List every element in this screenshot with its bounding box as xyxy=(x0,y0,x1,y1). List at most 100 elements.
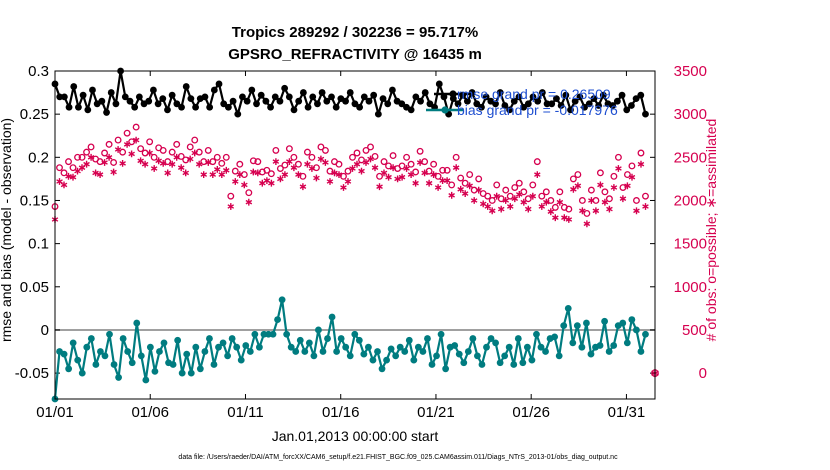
bias-series-line xyxy=(53,298,647,400)
bias-point xyxy=(237,356,245,364)
possible-obs-marker xyxy=(592,197,600,204)
assimilated-obs-marker xyxy=(398,173,406,181)
possible-obs-marker xyxy=(146,138,154,146)
y-tick-label: 0.3 xyxy=(28,63,49,80)
rmse-point xyxy=(257,91,265,99)
rmse-point xyxy=(585,100,593,108)
rmse-point xyxy=(478,103,485,111)
assimilated-obs-marker xyxy=(588,197,595,204)
assimilated-obs-marker xyxy=(403,165,410,172)
rmse-point xyxy=(56,93,64,101)
bias-point xyxy=(632,326,640,334)
assimilated-obs-marker xyxy=(227,203,235,210)
y2-tick-label: 0 xyxy=(699,365,707,382)
possible-obs-marker xyxy=(344,167,352,175)
bias-point xyxy=(578,343,586,351)
bias-point xyxy=(333,348,341,355)
bias-point xyxy=(187,369,195,377)
assimilated-obs-marker xyxy=(574,182,582,190)
rmse-point xyxy=(318,89,326,96)
rmse-point xyxy=(510,97,518,105)
possible-obs-marker xyxy=(367,143,374,151)
bias-point xyxy=(483,343,490,351)
y-tick-label: 0.15 xyxy=(20,192,49,209)
assimilated-obs-marker xyxy=(159,160,167,167)
possible-obs-marker xyxy=(353,149,361,157)
assimilated-obs-marker xyxy=(204,159,212,166)
bias-point xyxy=(78,369,86,377)
rmse-point xyxy=(581,103,588,111)
possible-obs-marker xyxy=(628,162,636,170)
rmse-point xyxy=(463,97,471,105)
bias-point xyxy=(464,348,472,355)
possible-obs-marker xyxy=(457,174,465,182)
bias-point xyxy=(246,348,254,355)
possible-obs-marker xyxy=(461,179,469,187)
possible-obs-marker xyxy=(605,195,613,203)
bias-point xyxy=(328,313,336,321)
possible-obs-marker xyxy=(285,145,293,153)
rmse-point xyxy=(239,93,246,101)
assimilated-obs-marker xyxy=(358,167,365,175)
assimilated-obs-marker xyxy=(313,174,320,182)
rmse-point xyxy=(304,103,312,111)
bias-point xyxy=(201,348,209,355)
rmse-point xyxy=(623,106,631,114)
assimilated-obs-marker xyxy=(295,171,302,178)
assimilated-obs-marker xyxy=(101,159,108,166)
bias-point xyxy=(637,348,645,355)
rmse-point xyxy=(618,91,626,99)
possible-obs-marker xyxy=(407,160,415,168)
possible-obs-marker xyxy=(380,158,388,166)
possible-obs-marker xyxy=(520,188,528,196)
assimilated-obs-marker xyxy=(335,171,343,178)
bias-point xyxy=(324,335,331,342)
bias-point xyxy=(228,335,236,342)
bias-point xyxy=(355,336,363,344)
possible-obs-marker xyxy=(542,188,550,196)
bias-point xyxy=(242,342,250,349)
bias-point xyxy=(351,330,359,338)
assimilated-obs-marker xyxy=(579,207,586,215)
bias-point xyxy=(542,348,549,355)
bias-point xyxy=(310,352,318,360)
rmse-point xyxy=(595,102,603,109)
bias-point xyxy=(156,348,163,355)
bias-point xyxy=(451,342,459,349)
rmse-point xyxy=(520,103,528,111)
rmse-point xyxy=(79,91,87,99)
bias-point xyxy=(146,343,154,351)
bias-point xyxy=(219,339,227,347)
assimilated-obs-marker xyxy=(443,177,451,184)
assimilated-obs-marker xyxy=(281,171,289,178)
possible-obs-marker xyxy=(538,192,546,200)
rmse-point xyxy=(168,91,176,99)
assimilated-obs-marker xyxy=(633,207,640,215)
y2-tick-label: 2000 xyxy=(674,192,707,209)
assimilated-obs-marker xyxy=(479,200,487,208)
rmse-point xyxy=(346,89,354,96)
assimilated-obs-marker xyxy=(470,197,478,204)
bias-point xyxy=(410,356,418,364)
assimilated-obs-marker xyxy=(416,159,424,166)
assimilated-obs-marker xyxy=(123,141,131,148)
bias-point xyxy=(183,350,191,358)
possible-obs-marker xyxy=(448,181,456,189)
assimilated-obs-marker xyxy=(511,195,519,203)
bias-point xyxy=(428,361,436,368)
possible-obs-marker xyxy=(60,169,68,177)
assimilated-obs-marker xyxy=(434,184,442,191)
assimilated-obs-marker xyxy=(150,165,158,172)
assimilated-obs-marker xyxy=(543,198,550,206)
assimilated-obs-marker xyxy=(277,175,284,183)
possible-obs-marker xyxy=(249,157,257,165)
rmse-point xyxy=(206,103,214,111)
possible-obs-marker xyxy=(218,159,226,167)
rmse-point xyxy=(642,110,649,118)
rmse-point xyxy=(407,106,415,114)
possible-obs-marker xyxy=(358,156,365,164)
assimilated-obs-marker xyxy=(119,160,126,167)
bias-point xyxy=(210,361,218,368)
rmse-point xyxy=(84,106,92,114)
